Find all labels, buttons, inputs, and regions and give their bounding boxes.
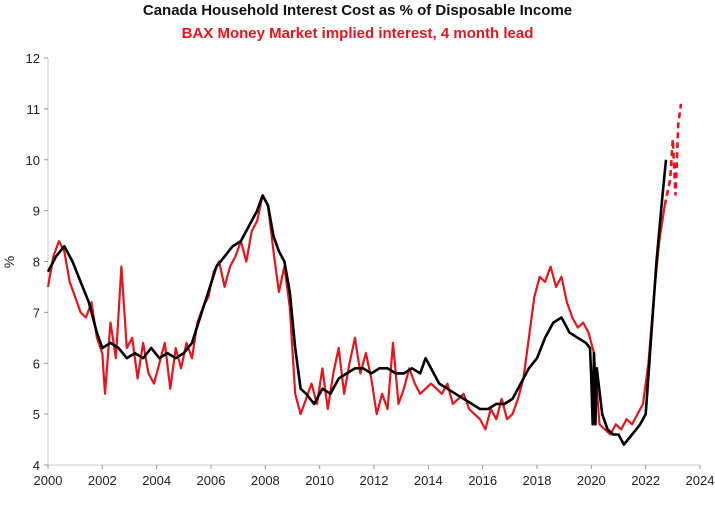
chart-axes: 4 5 6 7 8 9 10 11 12 2000 2002 2004 2006 2008 2010 2012… [26,51,715,488]
x-tick-label: 2018 [523,473,552,488]
y-tick-label: 10 [26,153,40,168]
y-tick-label: 8 [33,255,40,270]
x-tick-label: 2016 [468,473,497,488]
y-tick-label: 12 [26,51,40,66]
x-tick-label: 2020 [577,473,606,488]
chart-title: Canada Household Interest Cost as % of D… [142,2,573,19]
y-tick-label: 5 [33,407,40,422]
series-layer [46,103,683,446]
y-tick-label: 7 [33,305,40,320]
y-tick-label: 4 [33,458,40,473]
series-household-interest-cost-line [46,159,668,446]
x-tick-label: 2008 [251,473,280,488]
x-tick-label: 2014 [414,473,443,488]
x-tick-label: 2022 [631,473,660,488]
chart-subtitle: BAX Money Market implied interest, 4 mon… [181,25,534,42]
x-tick-label: 2000 [34,473,63,488]
x-tick-label: 2010 [305,473,334,488]
y-tick-label: 9 [33,204,40,219]
y-axis-label: % [1,256,17,268]
series-bax-implied-interest-dashed-segment [663,103,683,206]
y-tick-label: 6 [33,356,40,371]
x-tick-label: 2024 [686,473,715,488]
series-bax-implied-interest-line [46,194,666,436]
x-tick-label: 2004 [142,473,171,488]
x-tick-label: 2006 [197,473,226,488]
y-tick-label: 11 [27,102,41,117]
x-tick-label: 2002 [88,473,117,488]
x-tick-label: 2012 [360,473,389,488]
